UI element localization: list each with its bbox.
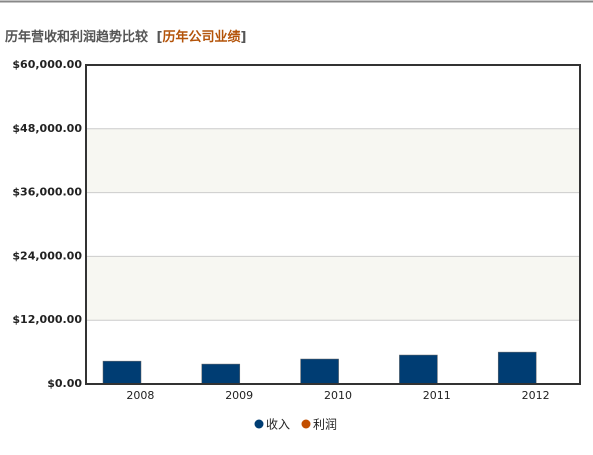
title-bracket: [ (157, 30, 163, 45)
bar (399, 354, 438, 385)
legend-label: 利润 (313, 418, 337, 432)
x-tick-label: 2011 (423, 389, 451, 402)
title-link[interactable]: 历年公司业绩 (163, 29, 241, 45)
plot: $0.00 $12,000.00 $24,000.00 $36,000.00 $48,0… (12, 58, 581, 402)
bar (497, 351, 537, 385)
plot-border (85, 64, 581, 385)
y-tick-label: $36,000.00 (12, 186, 82, 199)
x-tick-label: 2008 (126, 389, 154, 402)
y-tick-label: $24,000.00 (12, 249, 82, 262)
legend-label: 收入 (266, 418, 290, 432)
y-tick-label: $12,000.00 (12, 313, 82, 326)
grid-band (86, 128, 580, 193)
x-tick-label: 2009 (225, 389, 253, 402)
title-text: 历年营收和利润趋势比较 (5, 29, 148, 45)
bar (201, 363, 241, 385)
legend-marker (254, 419, 264, 429)
y-tick-label: $48,000.00 (12, 122, 82, 135)
grid-band (86, 256, 580, 321)
y-tick-label: $0.00 (47, 377, 82, 390)
bar (102, 360, 142, 385)
bar (300, 358, 339, 385)
title-bracket: ] (241, 30, 247, 45)
legend-marker (301, 419, 311, 429)
x-tick-label: 2012 (522, 389, 550, 402)
y-tick-label: $60,000.00 (12, 58, 82, 71)
x-tick-label: 2010 (324, 389, 352, 402)
chart-title: 历年营收和利润趋势比较 [历年公司业绩] (5, 29, 246, 45)
